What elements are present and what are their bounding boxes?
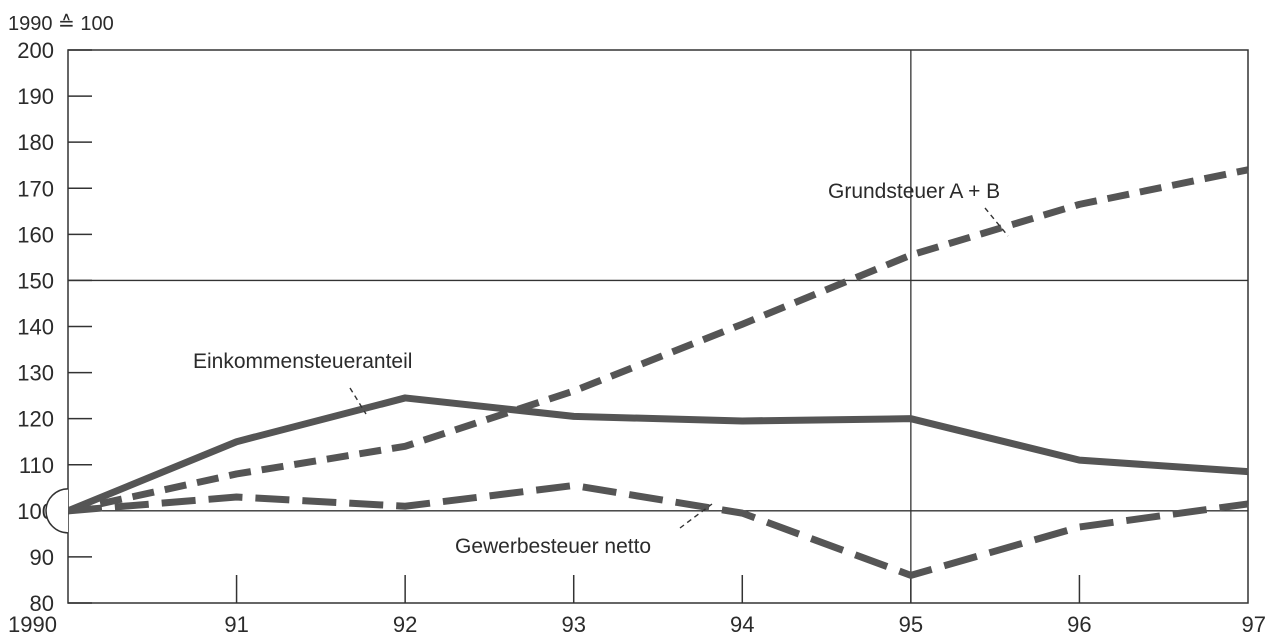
y-tick-label-200: 200	[17, 38, 54, 63]
y-tick-label-160: 160	[17, 222, 54, 247]
y-tick-label-110: 110	[19, 453, 54, 478]
y-tick-label-140: 140	[17, 315, 54, 340]
series-line-1	[66, 394, 1249, 515]
y-tick-label-190: 190	[17, 84, 54, 109]
origin-marker	[45, 488, 69, 534]
y-tick-label-130: 130	[17, 361, 54, 386]
y-tick-label-90: 90	[30, 545, 54, 570]
x-tick-label-92: 92	[393, 612, 417, 637]
series-lines	[66, 166, 1249, 579]
y-tick-label-120: 120	[17, 407, 54, 432]
label-leader-2	[984, 207, 1009, 237]
x-tick-label-97: 97	[1242, 612, 1266, 637]
series-labels: Einkommensteueranteil Grundsteuer A + B Ge…	[193, 180, 1009, 558]
x-tick-label-91: 91	[224, 612, 248, 637]
series-label-1: Einkommensteueranteil	[193, 350, 412, 373]
x-tick-label-1990: 1990	[8, 612, 57, 637]
x-tick-label-95: 95	[899, 612, 923, 637]
y-unit-label: 1990 ≙ 100	[8, 13, 114, 35]
y-tick-label-180: 180	[17, 130, 54, 155]
x-tick-label-94: 94	[730, 612, 754, 637]
x-axis: 1990 91 92 93 94 95 96 97	[8, 575, 1266, 637]
series-label-2: Grundsteuer A + B	[828, 180, 1000, 203]
x-tick-label-93: 93	[561, 612, 585, 637]
y-tick-label-150: 150	[17, 268, 54, 293]
series-line-3	[67, 481, 1249, 579]
y-tick-label-170: 170	[17, 176, 54, 201]
x-tick-label-96: 96	[1067, 612, 1091, 637]
label-leader-3	[679, 503, 713, 529]
grid-lines	[68, 50, 1248, 603]
series-label-3: Gewerbesteuer netto	[455, 535, 651, 558]
series-line-2	[67, 166, 1249, 515]
y-tick-label-80: 80	[30, 591, 54, 616]
plot-frame	[67, 49, 1249, 604]
